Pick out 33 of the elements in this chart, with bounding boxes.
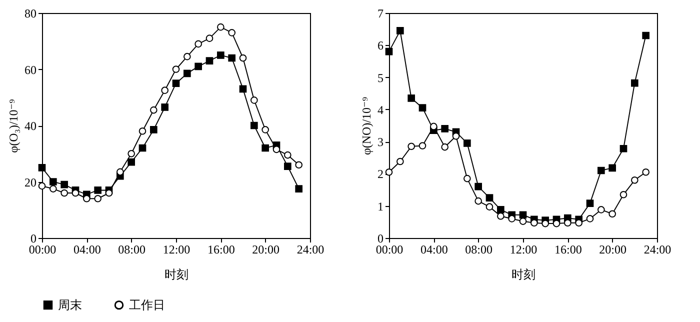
x-tick-label: 16:00 xyxy=(554,242,582,256)
x-tick-label: 08:00 xyxy=(118,242,146,256)
y-tick-label: 40 xyxy=(24,119,36,133)
x-tick-label: 00:00 xyxy=(28,242,56,256)
y-tick-label: 0 xyxy=(30,232,36,246)
y-tick-label: 2 xyxy=(378,167,384,182)
y-tick-label: 20 xyxy=(24,175,36,190)
x-tick-label: 16:00 xyxy=(207,242,235,256)
x-tick-label: 24:00 xyxy=(296,242,324,256)
x-tick-label: 24:00 xyxy=(644,242,672,256)
legend-label: 周末 xyxy=(58,298,82,312)
x-tick-label: 12:00 xyxy=(510,242,538,256)
legend-label: 工作日 xyxy=(129,298,165,312)
y-axis-title: φ(NO)/10⁻⁹ xyxy=(360,96,374,156)
y-tick-label: 7 xyxy=(378,6,384,20)
y-tick-label: 80 xyxy=(24,6,36,20)
y-tick-label: 60 xyxy=(24,62,36,77)
x-tick-label: 20:00 xyxy=(252,242,280,256)
y-tick-label: 1 xyxy=(378,199,384,214)
x-tick-label: 04:00 xyxy=(420,242,448,256)
x-tick-label: 20:00 xyxy=(599,242,627,256)
y-tick-label: 0 xyxy=(378,232,384,246)
y-tick-label: 6 xyxy=(378,38,384,53)
x-axis-title: 时刻 xyxy=(512,268,536,282)
y-tick-label: 4 xyxy=(378,102,384,117)
y-tick-label: 5 xyxy=(378,70,384,85)
x-tick-label: 12:00 xyxy=(162,242,190,256)
y-axis-title: φ(O₃)/10⁻⁹ xyxy=(6,99,20,153)
x-tick-label: 08:00 xyxy=(465,242,493,256)
x-axis-title: 时刻 xyxy=(164,268,188,282)
x-tick-label: 04:00 xyxy=(73,242,101,256)
y-tick-label: 3 xyxy=(378,135,384,150)
x-tick-label: 00:00 xyxy=(376,242,404,256)
